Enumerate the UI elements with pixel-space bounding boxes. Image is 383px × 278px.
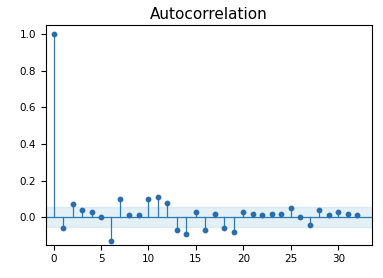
Point	[193, 210, 199, 214]
Point	[240, 210, 246, 214]
Point	[326, 213, 332, 218]
Point	[288, 206, 294, 210]
Point	[108, 239, 114, 243]
Point	[316, 208, 322, 212]
Point	[51, 32, 57, 36]
Point	[269, 211, 275, 216]
Point	[69, 202, 75, 207]
Point	[164, 200, 170, 205]
Point	[136, 213, 142, 218]
Point	[212, 211, 218, 216]
Point	[307, 222, 313, 227]
Point	[202, 228, 208, 232]
Point	[231, 230, 237, 234]
Point	[98, 215, 104, 219]
Point	[278, 211, 285, 216]
Point	[79, 208, 85, 212]
Point	[335, 210, 341, 214]
Point	[155, 195, 161, 199]
Point	[183, 231, 190, 236]
Point	[174, 228, 180, 232]
Point	[250, 211, 256, 216]
Point	[126, 213, 133, 218]
Point	[297, 215, 303, 219]
Point	[146, 197, 152, 201]
Point	[345, 211, 351, 216]
Point	[259, 213, 265, 218]
Point	[117, 197, 123, 201]
Title: Autocorrelation: Autocorrelation	[150, 8, 268, 23]
Point	[60, 226, 66, 230]
Point	[88, 210, 95, 214]
Point	[221, 226, 228, 230]
Point	[354, 213, 360, 218]
